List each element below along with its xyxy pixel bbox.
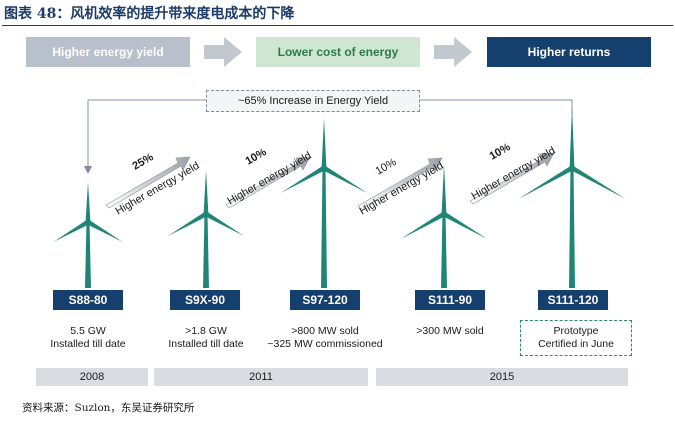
step-text-3: Higher energy yield (358, 160, 446, 218)
model-desc-4: >300 MW sold (402, 325, 498, 338)
model-desc-5: Prototype Certified in June (520, 325, 632, 351)
desc-line: Installed till date (168, 338, 244, 350)
caption-divider (2, 25, 673, 26)
slope-arrow-4 (469, 152, 555, 205)
step-text-2: Higher energy yield (226, 150, 314, 208)
model-desc-1: 5.5 GW Installed till date (40, 325, 136, 351)
desc-line: Prototype (553, 325, 599, 337)
desc-line: 5.5 GW (70, 325, 106, 337)
year-bar-2011: 2011 (154, 368, 368, 386)
step-pct-4: 10% (488, 141, 513, 163)
bracket-right-line (418, 99, 573, 115)
flow-box-cost: Lower cost of energy (256, 37, 420, 67)
turbine-4 (400, 164, 488, 288)
year-bar-2015: 2015 (376, 368, 628, 386)
figure-caption: 图表 48：风机效率的提升带来度电成本的下降 (4, 6, 295, 22)
bracket-left-line (84, 99, 206, 174)
flow-box-energy-yield: Higher energy yield (26, 37, 190, 67)
model-desc-2: >1.8 GW Installed till date (158, 325, 254, 351)
model-tag-s111-90: S111-90 (415, 290, 485, 310)
turbine-2 (167, 170, 245, 288)
slope-arrow-2 (225, 156, 311, 209)
flow-arrow-icon (434, 37, 472, 67)
step-text-1: Higher energy yield (114, 160, 202, 218)
step-pct-1: 25% (131, 151, 156, 173)
model-tag-s97-120: S97-120 (290, 290, 360, 310)
desc-line: >1.8 GW (185, 325, 227, 337)
flow-arrow-icon (204, 37, 242, 67)
desc-line: Installed till date (50, 338, 126, 350)
slope-arrow-3 (357, 157, 443, 210)
desc-line: >300 MW sold (416, 325, 484, 337)
step-pct-3: 10% (374, 156, 399, 178)
energy-yield-increase-label: ~65% Increase in Energy Yield (206, 90, 420, 112)
model-tag-s111-120: S111-120 (538, 290, 608, 310)
prototype-box (520, 320, 632, 356)
turbine-1 (53, 182, 123, 288)
desc-line: ~325 MW commissioned (267, 338, 383, 350)
turbine-5 (518, 106, 626, 288)
year-bar-2008: 2008 (36, 368, 148, 386)
desc-line: Certified in June (538, 338, 614, 350)
flow-box-returns: Higher returns (487, 37, 651, 67)
source-note: 资料来源：Suzlon，东吴证券研究所 (22, 402, 195, 414)
step-text-4: Higher energy yield (470, 145, 558, 203)
turbines-group (53, 106, 626, 288)
model-tag-s9x-90: S9X-90 (170, 290, 240, 310)
model-desc-3: >800 MW sold ~325 MW commissioned (262, 325, 388, 351)
desc-line: >800 MW sold (291, 325, 359, 337)
turbine-3 (280, 118, 368, 288)
model-tag-s88-80: S88-80 (53, 290, 123, 310)
step-pct-2: 10% (244, 146, 269, 168)
slope-arrow-1 (105, 156, 191, 209)
